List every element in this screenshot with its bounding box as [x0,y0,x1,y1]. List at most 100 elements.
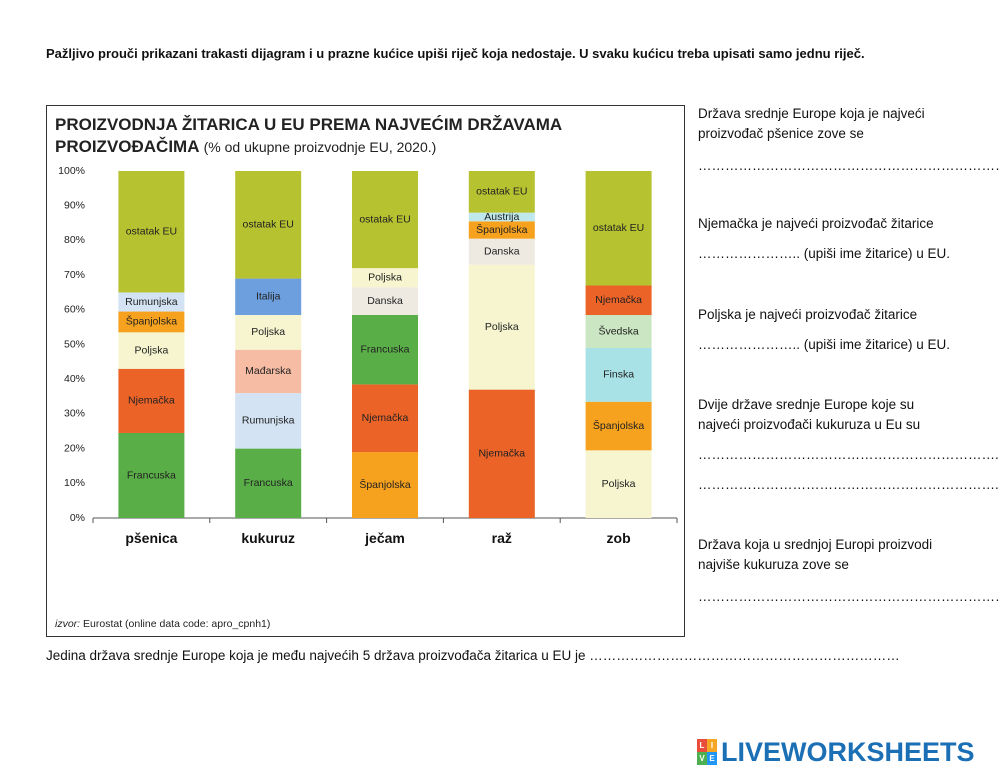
bar-segment [235,393,302,449]
segment-label: Španjolska [359,478,411,491]
y-tick-label: 20% [64,442,85,454]
bar-segment [118,432,185,518]
question-5: Država koja u srednjoj Europi proizvodi … [698,535,1000,607]
question-3-blank[interactable]: ………………….. (upiši ime žitarice) u EU. [698,337,951,352]
segment-label: Rumunjska [125,296,178,308]
segment-label: ostatak EU [243,219,294,231]
bar-segment [468,171,535,213]
category-label: raž [492,530,512,546]
y-tick-label: 40% [64,373,85,385]
segment-label: Finska [603,369,634,381]
chart-subtitle: (% od ukupne proizvodnje EU, 2020.) [203,139,437,155]
segment-label: Njemačka [128,395,175,407]
question-3: Poljska je najveći proizvođač žitarice …… [698,305,958,355]
segment-label: Poljska [134,344,168,356]
segment-label: Francuska [244,477,293,489]
segment-label: ostatak EU [126,226,177,238]
bar-segment [235,349,302,394]
segment-label: Njemačka [362,412,409,424]
bar-segment [352,268,418,288]
category-label: pšenica [125,530,177,546]
bar-segment [235,171,302,279]
bar-segment [468,264,535,390]
question-1: Država srednje Europe koja je najveći pr… [698,104,1000,176]
y-tick-label: 50% [64,338,85,350]
bar-segment [585,285,652,316]
question-2: Njemačka je najveći proizvođač žitarice … [698,214,958,264]
segment-label: ostatak EU [359,213,410,225]
bar-segment [585,347,652,402]
bar-segment [235,448,302,518]
category-label: zob [607,530,631,546]
segment-label: Poljska [368,271,402,283]
logo-text: LIVEWORKSHEETS [721,736,975,767]
segment-label: Austrija [484,211,519,223]
stacked-bar-chart: 0% 10% 20% 30% 40% 50% 60% 70% 80% 90% 100% Francus… [58,165,678,546]
y-tick-label: 70% [64,269,85,281]
chart-title: PROIZVODNJA ŽITARICA U EU PREMA NAJVEĆIM… [55,114,675,158]
bar-segment [118,311,185,333]
segment-label: Španjolska [126,315,178,328]
segment-label: ostatak EU [476,186,527,198]
segment-label: ostatak EU [593,222,644,234]
bar-segment [352,384,418,453]
bar-segment [352,315,418,385]
question-4-blank-1[interactable]: …………………………………………………………. i [698,447,1000,462]
segment-label: Španjolska [593,419,645,432]
segment-label: Italija [256,291,281,303]
question-3-text: Poljska je najveći proizvođač žitarice [698,307,918,322]
bar-segment [468,389,535,518]
segment-label: Mađarska [245,365,291,377]
bar-segment [118,292,185,312]
question-5-blank[interactable]: ……………………………………………………………. [698,589,1000,604]
y-tick-label: 0% [70,512,85,524]
source-text: Eurostat (online data code: apro_cpnh1) [83,618,271,630]
logo-letter-l: L [697,739,707,752]
y-tick-label: 10% [64,477,85,489]
logo-icon: L I V E [697,739,717,765]
segment-label: Danska [484,245,520,257]
segment-label: Danska [367,295,403,307]
y-tick-label: 60% [64,304,85,316]
bottom-question[interactable]: Jedina država srednje Europe koja je međ… [46,648,900,663]
question-1-text: Država srednje Europe koja je najveći pr… [698,106,925,141]
chart-title-main: PROIZVODNJA ŽITARICA U EU PREMA NAJVEĆIM… [55,115,562,156]
question-4-blank-2[interactable]: ………………………………………………………….. [698,477,1000,492]
segment-label: Španjolska [476,223,528,236]
bar-segment [352,452,418,518]
instruction-text: Pažljivo prouči prikazani trakasti dijag… [46,46,865,61]
segment-label: Njemačka [595,294,642,306]
question-1-blank[interactable]: …………………………………………………………… [698,158,1000,173]
segment-label: Poljska [485,321,519,333]
liveworksheets-logo: L I V E LIVEWORKSHEETS [697,737,975,767]
bar-segment [468,238,535,265]
logo-letter-v: V [697,752,707,765]
bar-segment [468,212,535,222]
question-2-text: Njemačka je najveći proizvođač žitarice [698,216,934,231]
bar-segment [235,278,302,316]
logo-letter-i: I [707,739,717,752]
bar-segment [352,287,418,316]
y-tick-label: 100% [58,165,85,177]
logo-letter-e: E [707,752,717,765]
category-label: ječam [364,530,405,546]
segment-label: Njemačka [478,448,525,460]
segment-label: Francuska [127,469,176,481]
segment-label: Poljska [602,478,636,490]
y-tick-label: 30% [64,408,85,420]
question-4: Dvije države srednje Europe koje su najv… [698,395,1000,495]
question-2-blank[interactable]: ………………….. (upiši ime žitarice) u EU. [698,246,951,261]
source-label: izvor: [55,618,81,630]
bar-segment [118,368,185,433]
question-4-text: Dvije države srednje Europe koje su najv… [698,397,921,432]
bar-segment [235,315,302,350]
chart-source: izvor: Eurostat (online data code: apro_… [55,618,270,630]
segment-label: Rumunjska [242,415,295,427]
segment-label: Poljska [251,326,285,338]
category-label: kukuruz [241,530,295,546]
bar-segment [118,332,185,369]
bar-segment [352,171,418,269]
question-5-text: Država koja u srednjoj Europi proizvodi … [698,537,933,572]
bar-segment [585,171,652,286]
y-tick-label: 90% [64,199,85,211]
